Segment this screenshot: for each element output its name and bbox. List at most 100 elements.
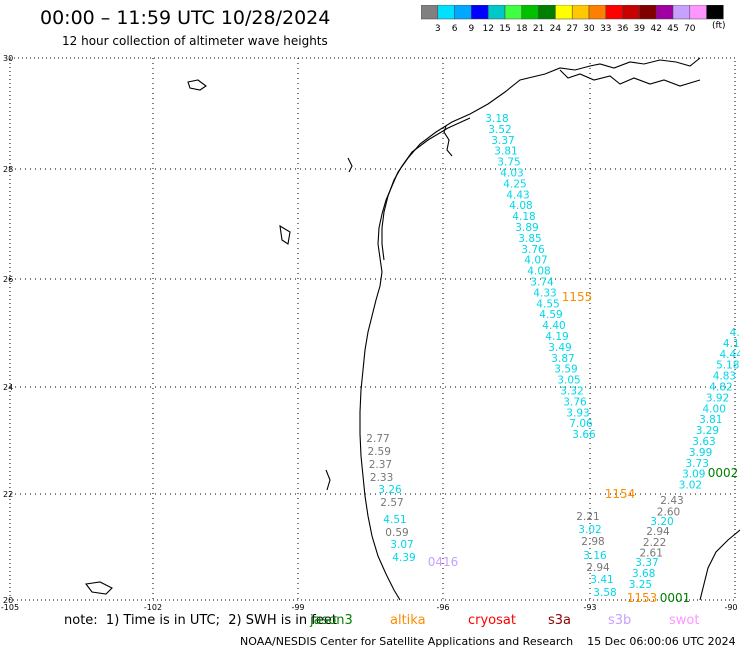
- wave-height-value: 2.33: [370, 472, 393, 484]
- wave-height-value: 4.7: [730, 327, 740, 339]
- colorbar-label: 24: [550, 24, 562, 34]
- wave-height-value: 3.81: [494, 146, 517, 158]
- wave-height-value: 3.05: [557, 375, 580, 387]
- colorbar-label: 42: [650, 24, 661, 34]
- wave-height-value: 4.03: [500, 168, 523, 180]
- colorbar-label: 12: [482, 24, 493, 34]
- galveston-bay-path: [443, 125, 453, 157]
- wave-height-value: 4.18: [512, 211, 535, 223]
- coastline: [85, 57, 740, 601]
- longitude-label: -90: [724, 603, 737, 612]
- wave-height-value: 3.25: [629, 579, 652, 591]
- wave-height-value: 2.37: [369, 459, 392, 471]
- wave-height-value: 3.92: [706, 392, 729, 404]
- louisiana-marsh-path: [559, 69, 701, 87]
- colorbar-label: 3: [435, 24, 441, 34]
- wave-height-value: 2.59: [368, 446, 391, 458]
- wave-height-value: 4.07: [524, 255, 547, 267]
- wave-height-value: 3.68: [632, 568, 655, 580]
- wave-height-value: 4.19: [545, 331, 568, 343]
- colorbar-label: 21: [533, 24, 544, 34]
- wave-height-value: 3.87: [551, 353, 574, 365]
- satellite-legend-item: altika: [390, 613, 426, 628]
- track-time-label: 0001: [660, 591, 691, 605]
- wave-height-value: 3.16: [583, 550, 607, 562]
- coast-inlet-1: [347, 157, 353, 173]
- wave-height-value: 2.94: [646, 526, 670, 538]
- wave-height-value: 4.51: [383, 514, 406, 526]
- colorbar-label: 15: [499, 24, 510, 34]
- latitude-labels: 30 28 26 24 22 20: [3, 54, 13, 605]
- wave-height-value: 4.40: [542, 320, 565, 332]
- wave-height-value: 3.41: [590, 574, 613, 586]
- wave-height-value: 2.61: [640, 548, 663, 560]
- wave-height-value: 4.39: [392, 552, 415, 564]
- wave-height-value: 2.94: [586, 562, 610, 574]
- wave-height-value: 2.22: [643, 537, 666, 549]
- wave-height-value: 3.49: [548, 342, 571, 354]
- campeche-coast-path: [699, 529, 740, 601]
- wave-height-value: 4.44: [720, 349, 740, 361]
- wave-height-value: 4.82: [709, 382, 732, 394]
- colorbar-label: 70: [684, 24, 696, 34]
- wave-height-value: 3.99: [689, 447, 712, 459]
- wave-height-value: 3.32: [560, 386, 583, 398]
- track-time-labels: 1155 1154 0416 0002 1153 0001: [428, 290, 739, 605]
- colorbar-unit: (ft): [712, 21, 726, 31]
- colorbar-label: 6: [452, 24, 458, 34]
- wave-height-value: 4.33: [533, 287, 556, 299]
- satellite-legend-item: swot: [669, 613, 700, 628]
- coastline-path: [359, 57, 701, 601]
- wave-height-value: 4.00: [703, 403, 726, 415]
- wave-height-value: 3.58: [593, 587, 616, 599]
- credit-line: NOAA/NESDIS Center for Satellite Applica…: [240, 635, 736, 648]
- track-time-label: 1155: [562, 290, 593, 304]
- satellite-legend-item: jason3: [310, 613, 353, 628]
- colorbar-label: 27: [566, 24, 577, 34]
- longitude-label: -96: [436, 603, 449, 612]
- wave-height-value: 3.76: [521, 244, 545, 256]
- wave-height-value: 3.85: [518, 233, 541, 245]
- wave-height-value: 4.55: [536, 298, 559, 310]
- latitude-label: 24: [3, 383, 13, 392]
- wave-height-value: 4.25: [503, 178, 526, 190]
- wave-height-value: 4.43: [506, 189, 529, 201]
- wave-height-value: 3.52: [488, 124, 511, 136]
- wave-height-value: 3.09: [682, 469, 705, 481]
- coast-inlet-2: [325, 469, 331, 491]
- wave-height-value: 2.60: [657, 507, 680, 519]
- colorbar-label: 33: [600, 24, 611, 34]
- wave-height-value: 2.57: [380, 497, 403, 509]
- longitude-label: -93: [583, 603, 596, 612]
- wave-height-value: 3.20: [650, 516, 673, 528]
- satellite-legend-item: s3b: [608, 613, 632, 628]
- map-frame: [9, 57, 736, 601]
- wave-height-value: 3.18: [485, 113, 508, 125]
- wave-height-value: 3.63: [692, 436, 715, 448]
- colorbar-label: 18: [516, 24, 528, 34]
- colorbar-label: 36: [617, 24, 629, 34]
- wave-height-value: 3.02: [679, 480, 702, 492]
- map-gridlines: [9, 57, 736, 601]
- longitude-label: -102: [144, 603, 162, 612]
- wave-height-value: 3.75: [497, 157, 520, 169]
- wave-height-value: 3.02: [578, 524, 601, 536]
- longitude-labels: -105 -102 -99 -96 -93 -90: [1, 603, 738, 612]
- wave-height-value: 2.43: [660, 495, 683, 507]
- track-time-label: 1154: [605, 487, 636, 501]
- page-title: 00:00 – 11:59 UTC 10/28/2024: [40, 7, 331, 29]
- satellite-legend-item: cryosat: [468, 613, 516, 628]
- wave-height-colorbar: 3 6 9 12 15 18 21 24 27 30 33 36 39 42 45 70: [421, 5, 724, 34]
- page-subtitle: 12 hour collection of altimeter wave hei…: [62, 34, 328, 48]
- inland-lake-2: [279, 224, 291, 245]
- wave-height-value: 4.08: [527, 266, 550, 278]
- wave-height-value: 3.73: [686, 458, 709, 470]
- wave-height-value: 3.89: [515, 222, 538, 234]
- latitude-label: 26: [3, 275, 13, 284]
- inland-lake-3: [85, 581, 113, 595]
- wave-height-value: 5.18: [716, 360, 739, 372]
- latitude-label: 22: [3, 490, 13, 499]
- wave-height-value: 4.59: [539, 309, 562, 321]
- wave-height-value: 3.29: [696, 425, 719, 437]
